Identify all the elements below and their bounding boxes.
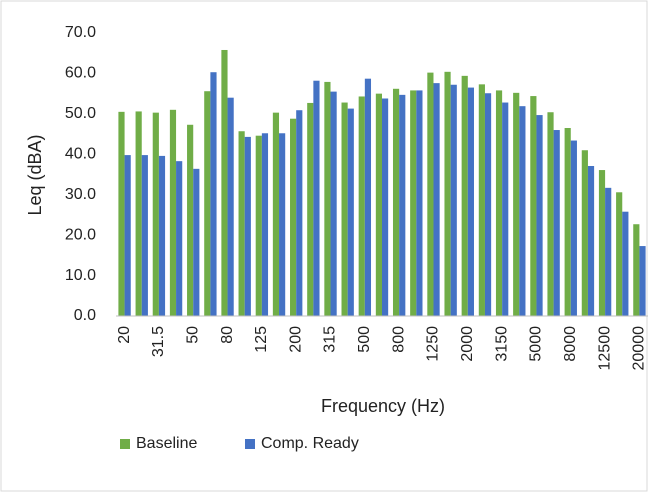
bar — [633, 224, 640, 316]
bar — [135, 111, 142, 316]
bar — [598, 170, 606, 316]
bar — [622, 211, 629, 316]
bar — [570, 140, 577, 316]
bar — [227, 97, 234, 316]
bar — [461, 75, 468, 317]
legend-label: Baseline — [136, 435, 197, 452]
bar — [587, 166, 595, 316]
y-tick-label: 10.0 — [65, 267, 96, 284]
bar — [124, 155, 131, 316]
bar — [581, 150, 588, 316]
bar — [221, 49, 228, 316]
bar — [347, 108, 354, 316]
bar — [616, 192, 623, 316]
bar — [467, 87, 474, 316]
bar — [410, 90, 417, 316]
x-axis-label: Frequency (Hz) — [321, 396, 445, 416]
bar — [313, 80, 320, 316]
bar — [364, 78, 372, 316]
bar — [416, 90, 423, 316]
bar — [169, 109, 177, 316]
bar — [261, 133, 269, 316]
bar — [547, 112, 554, 317]
bar — [450, 84, 457, 317]
bar — [530, 96, 537, 316]
bar — [605, 187, 612, 316]
bar — [210, 72, 217, 316]
y-axis-label: Leq (dBA) — [25, 134, 45, 215]
y-tick-label: 40.0 — [65, 146, 96, 163]
bar — [296, 110, 303, 317]
y-tick-label: 70.0 — [65, 24, 96, 41]
bar — [519, 106, 526, 316]
x-tick-label: 3150 — [493, 326, 510, 362]
x-tick-label: 31.5 — [150, 326, 167, 357]
legend-label: Comp. Ready — [261, 435, 359, 452]
bar — [392, 88, 400, 316]
bar — [341, 102, 348, 316]
bar — [187, 124, 194, 316]
x-tick-label: 315 — [322, 326, 339, 353]
bar — [152, 112, 159, 316]
bar — [324, 81, 331, 316]
x-tick-label: 500 — [356, 326, 373, 353]
y-tick-label: 20.0 — [65, 226, 96, 243]
bar — [399, 94, 406, 316]
x-tick-label: 5000 — [528, 326, 545, 362]
bar — [444, 71, 451, 316]
y-tick-label: 30.0 — [65, 186, 96, 203]
bar — [639, 246, 646, 316]
legend-swatch — [245, 439, 255, 449]
bar — [204, 91, 211, 317]
bar — [307, 102, 314, 316]
x-tick-label: 800 — [390, 326, 407, 353]
x-tick-label: 200 — [287, 326, 304, 353]
bar — [272, 112, 280, 316]
bar — [358, 96, 365, 316]
x-tick-label: 12500 — [596, 326, 613, 371]
x-tick-label: 8000 — [562, 326, 579, 362]
bar — [495, 90, 503, 316]
bar — [279, 133, 286, 316]
bar — [193, 168, 200, 316]
bar — [382, 98, 389, 316]
bar — [553, 130, 560, 316]
bar — [290, 118, 297, 316]
bar — [176, 161, 183, 316]
bar — [564, 128, 571, 316]
bar — [158, 155, 166, 316]
bar — [238, 131, 245, 316]
x-tick-label: 80 — [219, 326, 236, 344]
y-tick-label: 60.0 — [65, 65, 96, 82]
bar — [433, 83, 440, 316]
bar — [478, 84, 485, 316]
bar — [118, 111, 125, 316]
x-tick-label: 20000 — [631, 326, 648, 371]
bar — [427, 72, 434, 317]
x-tick-label: 20 — [116, 326, 133, 344]
bar — [255, 135, 262, 316]
x-tick-label: 2000 — [459, 326, 476, 362]
bar — [484, 93, 492, 316]
bar — [375, 93, 382, 317]
bar — [536, 115, 543, 316]
bar — [141, 155, 148, 316]
x-tick-label: 125 — [253, 326, 270, 353]
bar — [330, 91, 337, 316]
x-tick-label: 50 — [184, 326, 201, 344]
bar — [502, 102, 509, 316]
legend-swatch — [120, 439, 130, 449]
x-tick-label: 1250 — [425, 326, 442, 362]
bar — [244, 136, 251, 316]
y-tick-label: 50.0 — [65, 105, 96, 122]
y-tick-label: 0.0 — [74, 307, 96, 324]
bar — [513, 92, 520, 316]
